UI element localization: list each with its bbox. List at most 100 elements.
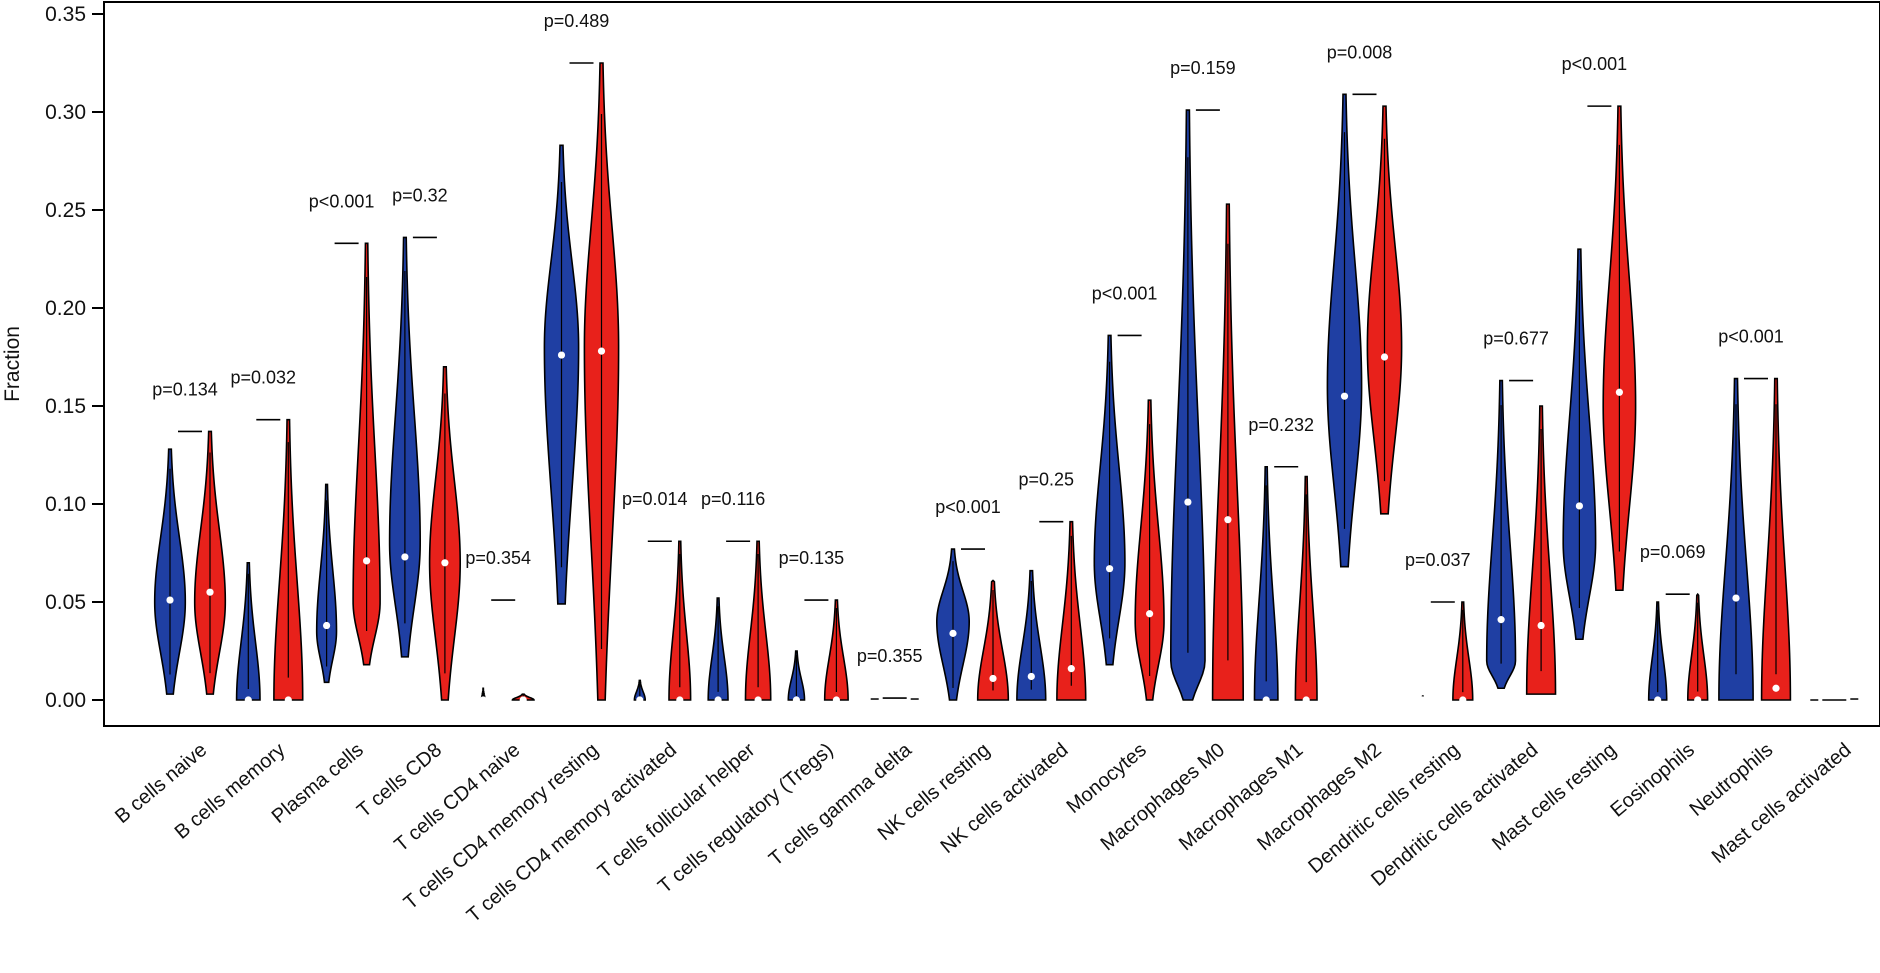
median-dot <box>1419 696 1427 704</box>
median-dot <box>832 696 841 704</box>
violin-red-16 <box>1452 601 1474 704</box>
median-dot <box>363 557 371 565</box>
p-value-label: p=0.069 <box>1640 542 1706 562</box>
plot-frame <box>103 1 1880 727</box>
median-dot <box>1615 388 1623 396</box>
violin-blue-10 <box>935 548 971 701</box>
violin-red-12 <box>1134 399 1165 701</box>
median-dot <box>1262 696 1270 704</box>
violin-blue-17 <box>1485 379 1517 690</box>
p-value-label: p=0.32 <box>392 185 448 205</box>
median-dot <box>714 696 722 704</box>
violin-blue-6 <box>633 679 646 704</box>
median-dot <box>676 696 684 704</box>
violin-blue-5 <box>543 144 580 605</box>
violin-red-3 <box>428 366 462 701</box>
median-dot <box>1654 696 1662 704</box>
violin-blue-7 <box>707 597 729 704</box>
median-dot <box>557 351 566 359</box>
violin-blue-4 <box>479 687 487 704</box>
median-dot <box>1732 594 1740 602</box>
violin-red-15 <box>1366 105 1403 515</box>
violin-blue-0 <box>153 448 187 695</box>
median-dot <box>323 621 331 630</box>
category-label: T cells gamma delta <box>765 738 917 870</box>
median-dot <box>244 696 252 704</box>
median-dot <box>1459 696 1467 704</box>
category-label: NK cells activated <box>937 739 1073 858</box>
violin-red-4 <box>511 693 535 704</box>
median-dot <box>1497 616 1505 624</box>
violin-red-13 <box>1211 203 1245 701</box>
violin-blue-8 <box>787 650 806 704</box>
median-dot <box>284 696 292 704</box>
violin-red-6 <box>668 540 692 704</box>
y-tick-label: 0.20 <box>45 297 86 320</box>
median-dot <box>1772 684 1780 692</box>
violin-blue-15 <box>1326 93 1363 568</box>
violin-red-1 <box>273 418 304 704</box>
median-dot <box>1146 610 1154 618</box>
median-dot <box>1302 696 1310 704</box>
y-tick-label: 0.15 <box>45 395 86 418</box>
violin-red-14 <box>1294 475 1318 704</box>
y-tick-label: 0.00 <box>45 689 86 712</box>
violin-red-10 <box>976 579 1010 701</box>
violin-red-11 <box>1056 520 1087 701</box>
median-dot <box>479 696 487 704</box>
median-dot <box>166 596 174 604</box>
violin-red-17 <box>1525 405 1557 695</box>
median-dot <box>1537 621 1545 630</box>
violin-blue-1 <box>235 562 261 704</box>
p-value-label: p=0.25 <box>1019 470 1075 490</box>
violin-blue-11 <box>1016 569 1047 701</box>
violins-layer <box>153 62 1859 704</box>
median-dot <box>1340 392 1349 400</box>
violin-red-7 <box>744 540 772 704</box>
median-dot <box>792 696 801 704</box>
category-label: Dendritic cells resting <box>1304 739 1464 878</box>
p-value-label: p=0.355 <box>857 646 923 666</box>
p-value-label: p<0.001 <box>309 191 375 211</box>
violin-red-20 <box>1760 377 1792 701</box>
median-dot <box>441 559 449 567</box>
y-tick-label: 0.25 <box>45 199 86 222</box>
median-dot <box>754 696 762 704</box>
violin-blue-14 <box>1253 465 1279 704</box>
violin-red-19 <box>1687 592 1709 704</box>
violin-blue-3 <box>388 236 422 658</box>
violin-red-8 <box>823 599 849 704</box>
p-value-label: p=0.354 <box>465 548 531 568</box>
y-tick-label: 0.30 <box>45 101 86 124</box>
violin-red-0 <box>193 430 227 695</box>
violin-blue-16 <box>1419 695 1427 704</box>
median-dot <box>1184 498 1192 506</box>
violin-blue-18 <box>1562 248 1597 641</box>
p-value-label: p=0.159 <box>1170 58 1236 78</box>
violin-blue-19 <box>1647 601 1668 704</box>
p-value-label: p<0.001 <box>935 497 1001 517</box>
p-value-label: p<0.001 <box>1562 54 1628 74</box>
p-value-label: p<0.001 <box>1718 327 1784 347</box>
p-value-label: p=0.489 <box>544 11 610 31</box>
violin-blue-20 <box>1718 377 1754 701</box>
median-dot <box>1224 516 1232 524</box>
brackets-layer: p=0.134 p=0.032 p<0.001 p=0.32 p=0.354 p=0.48… <box>152 11 1847 701</box>
violin-blue-12 <box>1093 334 1126 666</box>
violin-red-5 <box>583 62 620 701</box>
category-label: Mast cells activated <box>1708 739 1856 868</box>
y-axis: 0.00 0.05 0.10 0.15 0.20 0.25 0.30 0.35 <box>45 3 104 712</box>
violin-blue-2 <box>315 483 338 684</box>
median-dot <box>1575 502 1583 510</box>
median-dot <box>597 347 606 355</box>
y-tick-label: 0.05 <box>45 591 86 614</box>
median-dot <box>989 674 997 683</box>
p-value-label: p=0.008 <box>1327 42 1393 62</box>
median-dot <box>1067 665 1075 673</box>
median-dot <box>1380 353 1389 361</box>
p-value-label: p=0.134 <box>152 379 218 399</box>
y-tick-label: 0.10 <box>45 493 86 516</box>
violin-blue-13 <box>1169 109 1206 701</box>
